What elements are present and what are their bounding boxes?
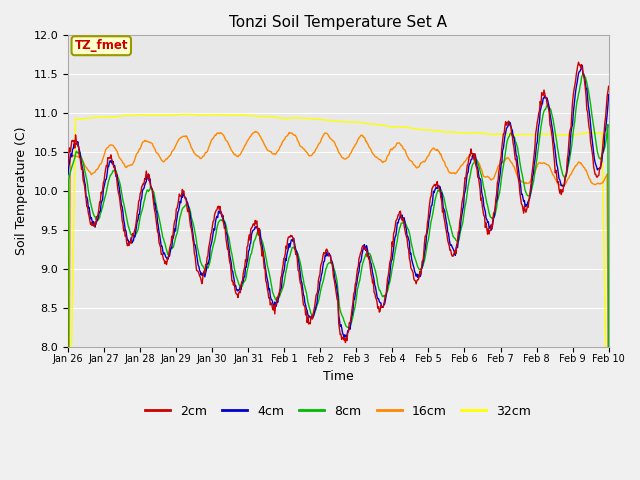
32cm [74,116,82,121]
16cm [130,160,138,166]
2cm [420,240,428,246]
4cm [64,172,72,178]
Line: 32cm: 32cm [68,114,609,480]
Line: 4cm: 4cm [68,65,609,338]
8cm [64,440,72,446]
Legend: 2cm, 4cm, 8cm, 16cm, 32cm: 2cm, 4cm, 8cm, 16cm, 32cm [140,400,536,423]
Line: 2cm: 2cm [68,62,609,343]
32cm [404,125,412,131]
Line: 8cm: 8cm [68,75,609,443]
32cm [185,111,193,117]
8cm [420,260,428,266]
2cm [184,206,192,212]
8cm [404,226,412,232]
2cm [342,340,349,346]
Y-axis label: Soil Temperature (C): Soil Temperature (C) [15,127,28,255]
2cm [404,247,412,252]
4cm [74,139,82,144]
4cm [213,214,221,219]
16cm [404,156,412,161]
Title: Tonzi Soil Temperature Set A: Tonzi Soil Temperature Set A [229,15,447,30]
16cm [605,435,612,441]
2cm [64,163,72,168]
4cm [420,250,428,256]
8cm [579,72,587,78]
16cm [184,137,192,143]
X-axis label: Time: Time [323,370,354,383]
32cm [130,112,138,118]
Line: 16cm: 16cm [68,132,609,480]
4cm [404,237,412,242]
8cm [184,204,192,209]
8cm [605,401,612,407]
4cm [184,204,192,209]
8cm [213,225,221,231]
16cm [252,129,259,134]
32cm [214,112,221,118]
16cm [420,159,428,165]
16cm [74,154,82,160]
4cm [130,238,138,243]
16cm [213,131,221,136]
2cm [74,144,82,149]
32cm [182,111,189,117]
8cm [130,233,138,239]
8cm [74,150,82,156]
2cm [213,207,221,213]
2cm [130,233,138,239]
4cm [579,62,586,68]
32cm [420,127,428,132]
4cm [605,92,612,97]
4cm [340,335,348,341]
2cm [575,60,582,65]
Text: TZ_fmet: TZ_fmet [74,39,128,52]
2cm [605,84,612,89]
